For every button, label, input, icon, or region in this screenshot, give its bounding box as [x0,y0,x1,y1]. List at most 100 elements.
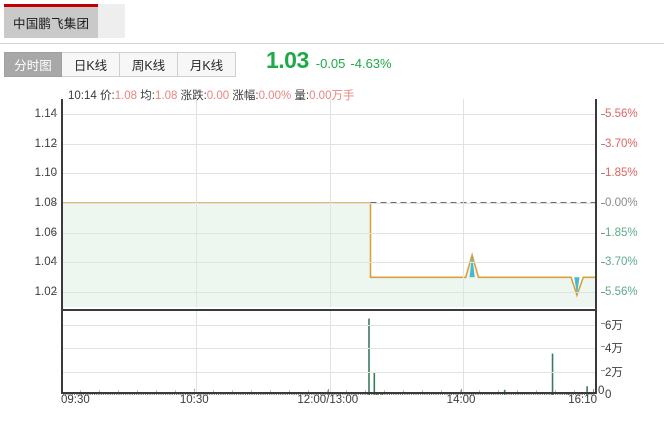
percent-axis-tick-label: 1.85% [605,167,638,180]
volume-bar [572,393,574,395]
volume-bar [583,393,586,395]
percent-axis-tick [601,143,605,145]
volume-bar [282,393,284,395]
time-axis-minor-tick [270,390,271,393]
volume-bar [182,393,184,395]
volume-bar [209,393,211,395]
readout-time: 10:14 [68,90,97,102]
tab-daily-k[interactable]: 日K线 [62,52,120,77]
volume-bar [537,393,539,395]
percent-axis-tick-label: 0.00% [605,197,638,209]
volume-bar [293,393,295,395]
volume-bar [189,393,191,395]
volume-bar [508,393,510,395]
volume-bar [291,393,293,395]
volume-bar [346,393,348,395]
chart-area[interactable]: 10:14 价:1.08 均:1.08 涨跌:0.00 涨幅:0.00% 量:0… [0,85,664,427]
volume-bar [278,393,280,395]
volume-bar [65,393,67,395]
tab-intraday[interactable]: 分时图 [4,52,62,77]
volume-bar [462,393,464,395]
time-axis-minor-tick [118,390,119,393]
volume-bar [479,393,481,395]
tab-monthly-k[interactable]: 月K线 [178,52,236,77]
volume-bar [87,393,89,395]
volume-gridline [63,325,595,326]
price-gridline [63,203,595,204]
time-axis-minor-tick [175,390,176,393]
stock-tab-active[interactable]: 中国鹏飞集团 [4,4,99,38]
time-axis-minor-tick [574,390,575,393]
volume-bar [377,393,379,395]
volume-bar [348,393,351,395]
volume-bar [563,393,566,395]
volume-bar [406,393,408,395]
volume-bar [320,393,322,395]
volume-bar [435,393,437,395]
volume-bar [524,393,526,395]
chart-toolbar: 分时图 日K线 周K线 月K线 1.03 -0.05 -4.63% [0,44,664,85]
time-axis-minor-tick [137,390,138,393]
time-axis-tick [328,389,329,393]
volume-bar [535,393,537,395]
volume-bar [324,393,326,395]
volume-bar [129,393,131,395]
volume-bar [286,393,288,395]
volume-bar [202,393,204,395]
chart-type-tabs: 分时图 日K线 周K线 月K线 [4,52,236,77]
volume-bar [251,393,253,395]
volume-bar [207,393,209,395]
volume-bar [215,393,218,395]
volume-bar [379,393,382,395]
price-axis-tick-label: 1.06 [34,226,57,239]
volume-bar [260,393,262,395]
time-axis-minor-tick [251,390,252,393]
volume-bar [450,393,453,395]
volume-bar [200,393,202,395]
volume-bar [222,393,224,395]
volume-bar [244,393,246,395]
volume-bar [362,393,364,395]
tab-weekly-k[interactable]: 周K线 [120,52,178,77]
time-axis-minor-tick [213,390,214,393]
volume-bar [289,393,291,395]
volume-axis-tick-label: 6万 [605,320,623,332]
price-gridline [63,144,595,145]
readout-change-value: 0.00 [206,90,230,102]
volume-bar [442,393,444,395]
plot-bottom-border [61,392,597,394]
volume-bar [453,393,455,395]
volume-bar [224,393,226,395]
volume-zero-label: 0 [598,385,605,397]
volume-bar [233,393,235,395]
volume-bar [140,393,142,395]
time-axis-minor-tick [536,390,537,393]
volume-gridline [63,372,595,373]
price-gridline [63,114,595,115]
volume-bar [579,393,581,395]
volume-bar [315,393,317,395]
volume-bar [187,393,189,395]
volume-bar [306,393,308,395]
readout-price-label: 价: [99,90,115,102]
volume-bar [300,393,302,395]
volume-bar [337,393,339,395]
time-axis-tick-label: 14:00 [446,394,476,406]
time-axis-minor-tick [99,390,100,393]
volume-bar [98,393,100,395]
volume-time-gridline [463,311,464,395]
volume-bar [393,393,395,395]
volume-bar [91,393,93,395]
volume-bar [371,393,373,395]
volume-bar [231,393,233,395]
volume-bar [577,393,579,395]
volume-bar [575,393,577,395]
volume-bar [551,353,554,395]
volume-bar [411,393,413,395]
percent-axis-tick [601,113,605,115]
volume-bar [105,393,107,395]
volume-bar [497,393,499,395]
volume-bar [145,393,147,395]
volume-bar [240,393,242,395]
